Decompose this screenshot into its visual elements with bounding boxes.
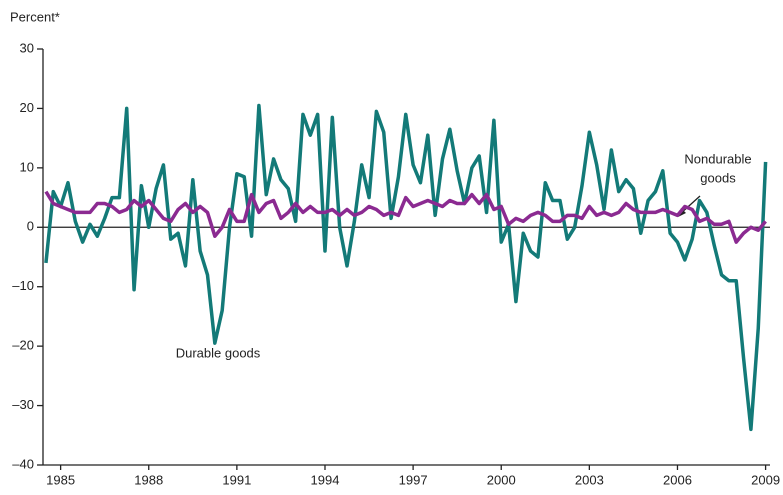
x-tick-label: 1991 bbox=[222, 472, 251, 487]
x-tick-label: 2003 bbox=[575, 472, 604, 487]
x-tick-label: 1994 bbox=[311, 472, 340, 487]
x-tick-label: 1985 bbox=[46, 472, 75, 487]
x-tick-label: 2009 bbox=[751, 472, 780, 487]
x-tick-label: 2000 bbox=[487, 472, 516, 487]
annotation: Durable goods bbox=[176, 345, 261, 360]
x-tick-label: 1997 bbox=[399, 472, 428, 487]
x-tick-label: 1988 bbox=[134, 472, 163, 487]
series-line bbox=[44, 103, 768, 432]
y-tick-label: –20 bbox=[12, 338, 34, 353]
y-tick-label: 30 bbox=[20, 40, 34, 55]
y-axis-label: Percent* bbox=[10, 9, 60, 24]
annotation: goods bbox=[700, 170, 736, 185]
y-tick-label: –30 bbox=[12, 397, 34, 412]
y-tick-label: –10 bbox=[12, 278, 34, 293]
y-tick-label: 20 bbox=[20, 100, 34, 115]
y-tick-label: 0 bbox=[27, 219, 34, 234]
series-line bbox=[44, 190, 767, 244]
x-tick-label: 2006 bbox=[663, 472, 692, 487]
y-tick-label: –40 bbox=[12, 456, 34, 471]
y-tick-label: 10 bbox=[20, 159, 34, 174]
annotation: Nondurable bbox=[684, 151, 751, 166]
